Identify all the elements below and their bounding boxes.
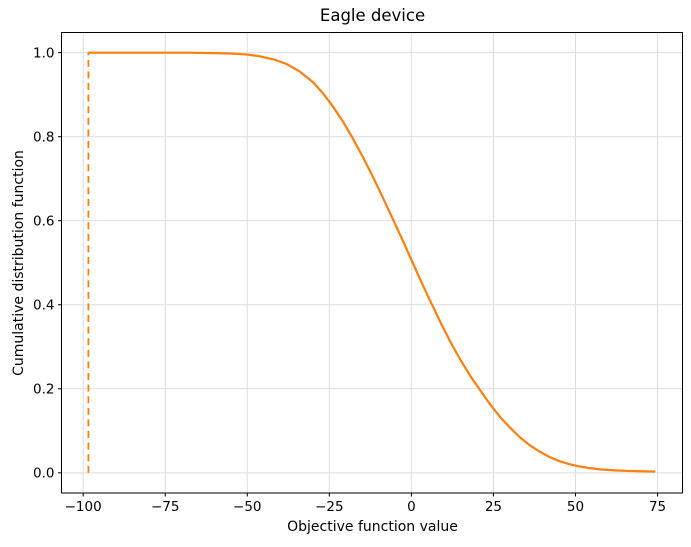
y-tick-label: 0.4 (33, 298, 54, 314)
x-tick-label: 25 (485, 499, 502, 515)
x-tick-label: −50 (233, 499, 262, 515)
x-tick-label: −100 (65, 499, 102, 515)
chart-title: Eagle device (319, 6, 426, 25)
x-tick-label: 0 (407, 499, 416, 515)
y-axis-label: Cumulative distribution function (11, 150, 27, 376)
x-tick-label: 75 (649, 499, 666, 515)
x-tick-label: 50 (567, 499, 584, 515)
cdf-curve (88, 51, 656, 473)
y-tick-label: 0.6 (33, 214, 54, 230)
y-tick-label: 1.0 (33, 45, 54, 61)
x-tick-label: −75 (151, 499, 180, 515)
x-axis-label: Objective function value (287, 519, 458, 535)
y-tick-label: 0.8 (33, 130, 54, 146)
y-tick-label: 0.0 (33, 466, 54, 482)
y-tick-label: 0.2 (33, 382, 54, 398)
axes-spines (61, 32, 683, 494)
x-tick-label: −25 (315, 499, 344, 515)
